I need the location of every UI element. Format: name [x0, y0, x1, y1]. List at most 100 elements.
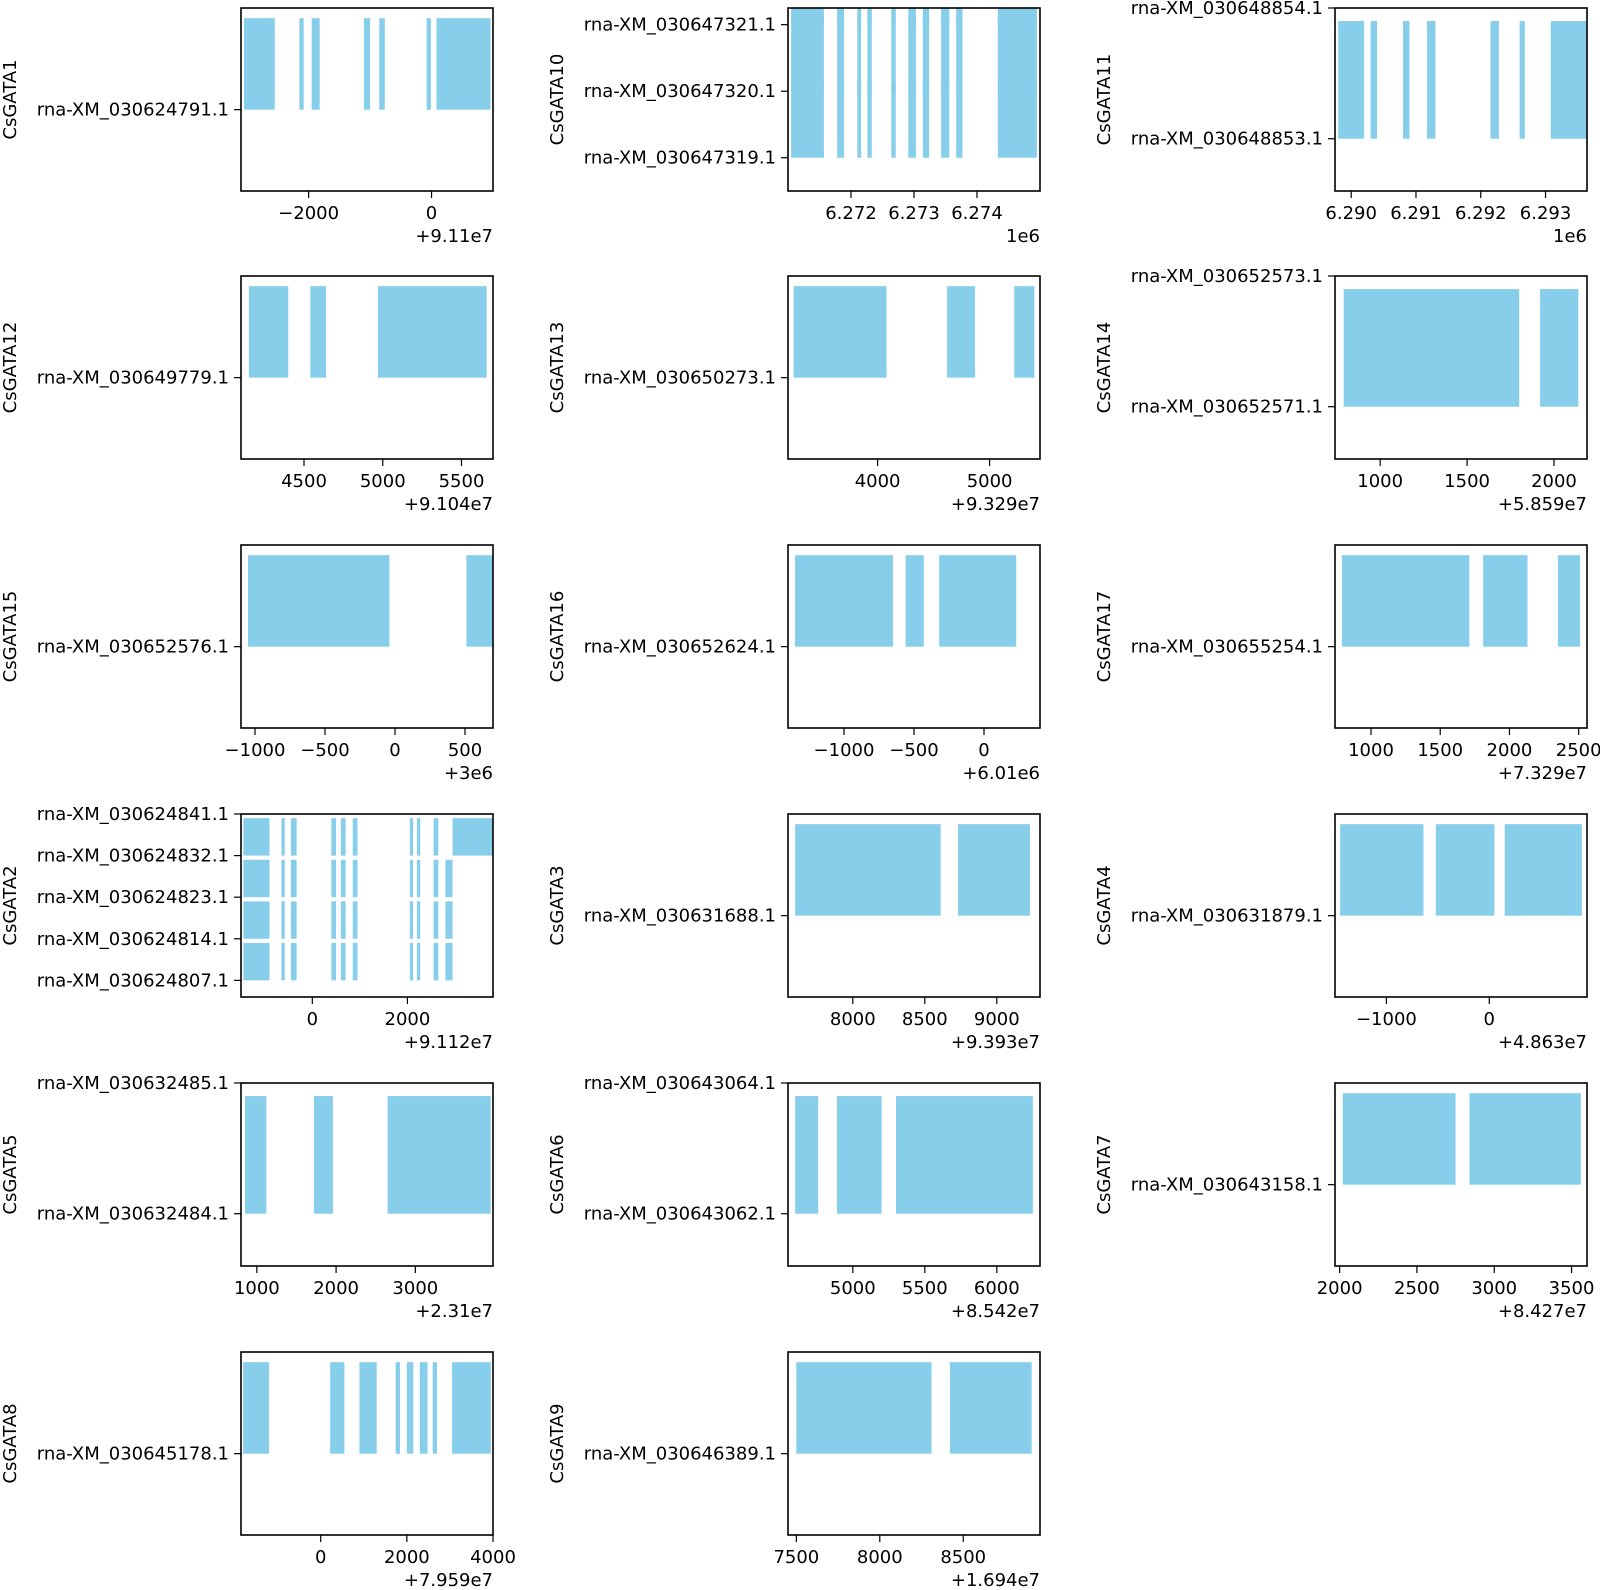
transcript-label: rna-XM_030645178.1 [37, 1444, 229, 1465]
axes-frame [240, 7, 494, 192]
exon-bar [291, 777, 297, 814]
x-tick-label: 8000 [857, 1547, 903, 1568]
exon-bar [243, 818, 270, 856]
exon-bar [1426, 21, 1436, 139]
exon-bar [387, 1096, 491, 1214]
exon-bar [949, 1362, 1032, 1454]
x-tick-label: 6.290 [1325, 203, 1377, 224]
panel-csgata11: rna-XM_030648854.1 rna-XM_030648853.1 6.29… [1094, 0, 1588, 247]
exon-bar [409, 901, 414, 939]
x-offset-label: +9.104e7 [404, 494, 493, 515]
transcript-label: rna-XM_030647320.1 [584, 81, 776, 102]
exon-bar [290, 942, 297, 981]
x-tick-label: 7500 [773, 1547, 819, 1568]
exon-bars [244, 1096, 491, 1214]
exon-bar [939, 555, 1017, 647]
exon-bar [1343, 289, 1520, 407]
x-tick-label: 2000 [385, 1009, 431, 1030]
x-tick-label: 0 [315, 1547, 326, 1568]
gene-label: CsGATA13 [547, 322, 568, 414]
axes-frame [1334, 7, 1588, 192]
exon-bar [795, 824, 941, 916]
x-tick-label: 2000 [1317, 1278, 1363, 1299]
exon-bar [795, 1096, 819, 1214]
gene-label: CsGATA2 [0, 865, 21, 945]
exon-bar [340, 818, 346, 856]
x-offset-label: +9.11e7 [415, 226, 493, 247]
exon-bar [857, 8, 862, 25]
exon-bar [795, 555, 893, 647]
exon-bar [891, 16, 896, 92]
gene-label: CsGATA11 [1094, 54, 1115, 146]
exon-bar [359, 1362, 377, 1454]
transcript-label: rna-XM_030652576.1 [37, 637, 229, 658]
transcript-label: rna-XM_030624791.1 [37, 100, 229, 121]
x-tick-label: 1500 [1417, 740, 1463, 761]
exon-bar [837, 82, 845, 158]
x-tick-label: 5000 [967, 471, 1013, 492]
x-tick-label: 2000 [1487, 740, 1533, 761]
x-tick-label: 0 [426, 203, 437, 224]
panel-csgata2: rna-XM_030624841.1 rna-XM_030624832.1 rna-… [0, 777, 494, 1053]
exon-bar [837, 16, 845, 92]
exon-bar [331, 818, 337, 856]
exon-bar [352, 901, 358, 939]
transcript-label: rna-XM_030624841.1 [37, 804, 229, 825]
x-tick-label: 500 [448, 740, 482, 761]
exon-bars [795, 555, 1017, 647]
exon-bars [791, 8, 1037, 158]
axes-frame [240, 813, 494, 998]
transcript-label: rna-XM_030652573.1 [1131, 266, 1323, 287]
exon-bar [867, 82, 872, 158]
x-offset-label: +1.694e7 [951, 1570, 1040, 1590]
gene-label: CsGATA12 [0, 322, 21, 414]
exon-bar [1557, 555, 1581, 647]
exon-bar [244, 1096, 267, 1214]
x-tick-label: 4500 [281, 471, 327, 492]
exon-bars [1341, 555, 1581, 647]
exon-bar [1469, 1093, 1581, 1185]
panel-csgata4: rna-XM_030631879.1 −1000 0+4.863e7 CsGATA4 [1094, 813, 1588, 1053]
x-tick-label: 8500 [940, 1547, 986, 1568]
x-offset-label: +9.329e7 [951, 494, 1040, 515]
panel-csgata14: rna-XM_030652573.1 rna-XM_030652571.1 1000… [1094, 266, 1588, 515]
transcript-label: rna-XM_030643064.1 [584, 1073, 776, 1094]
x-tick-label: 0 [307, 1009, 318, 1030]
exon-bar [281, 859, 285, 898]
exon-bar [379, 18, 385, 110]
exon-bar [908, 16, 916, 92]
exon-bar [417, 777, 420, 814]
exon-bar [281, 942, 285, 981]
exon-bar [1342, 1093, 1456, 1185]
x-tick-label: −500 [889, 740, 938, 761]
exon-bar [1014, 286, 1035, 378]
exon-bar [836, 1096, 882, 1214]
exon-bar [243, 859, 270, 898]
gene-label: CsGATA1 [0, 59, 21, 139]
transcript-label: rna-XM_030646389.1 [584, 1444, 776, 1465]
panel-csgata12: rna-XM_030649779.1 4500 5000 5500+9.104e7 Cs… [0, 275, 494, 515]
exon-bar [432, 1362, 437, 1454]
exon-bar [837, 8, 845, 25]
exon-bar [436, 18, 491, 110]
x-tick-label: 9000 [974, 1009, 1020, 1030]
exon-bar [891, 8, 896, 25]
gene-label: CsGATA6 [547, 1134, 568, 1214]
exon-bar [922, 8, 930, 25]
x-tick-label: −2000 [278, 203, 339, 224]
axes-frame [1334, 813, 1588, 998]
exon-bars [796, 1362, 1032, 1454]
panel-csgata16: rna-XM_030652624.1 −1000 −500 0+6.01e6 CsGAT… [547, 544, 1041, 784]
transcript-label: rna-XM_030624814.1 [37, 929, 229, 950]
exon-bar [791, 16, 824, 92]
exon-bars [248, 286, 487, 378]
exon-bar [941, 82, 950, 158]
transcript-label: rna-XM_030648853.1 [1131, 129, 1323, 150]
exon-bar [352, 859, 358, 898]
exon-bar [290, 859, 297, 898]
exon-bar [353, 777, 358, 814]
exon-bar [313, 1096, 333, 1214]
transcript-label: rna-XM_030631688.1 [584, 906, 776, 927]
x-tick-label: −1000 [814, 740, 875, 761]
